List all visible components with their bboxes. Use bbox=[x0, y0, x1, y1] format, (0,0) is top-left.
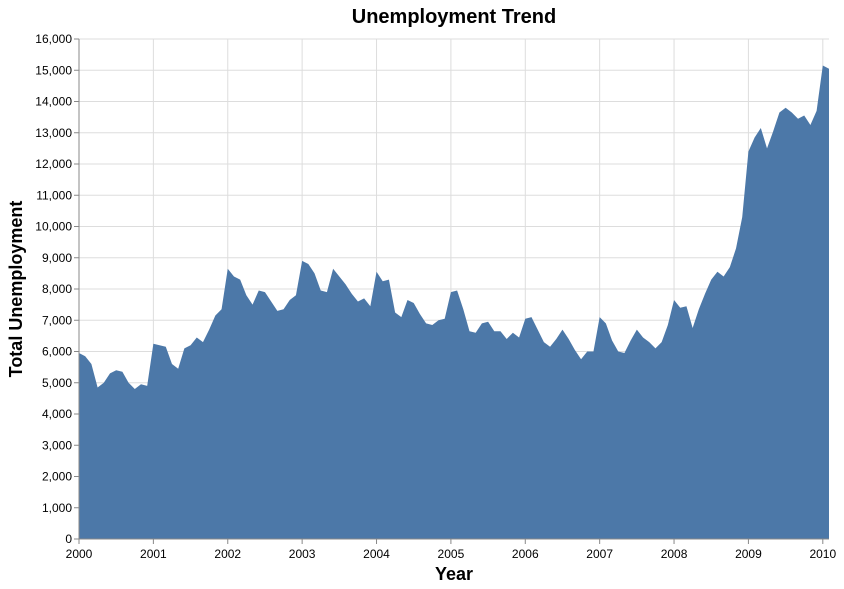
x-tick-label: 2002 bbox=[214, 547, 241, 561]
x-axis: 2000 2001 2002 2003 2004 2005 2006 2007 2008 2009… bbox=[66, 538, 836, 561]
x-tick-label: 2005 bbox=[438, 547, 465, 561]
y-tick-label: 9,000 bbox=[42, 251, 72, 265]
x-tick-label: 2007 bbox=[586, 547, 613, 561]
y-tick-label: 8,000 bbox=[42, 282, 72, 296]
y-axis: 0 1,000 2,000 3,000 4,000 5,000 6,000 7,000 8,00… bbox=[35, 32, 80, 546]
x-tick-label: 2009 bbox=[735, 547, 762, 561]
x-tick-label: 2004 bbox=[363, 547, 390, 561]
y-axis-title: Total Unemployment bbox=[6, 201, 26, 378]
x-tick-label: 2003 bbox=[289, 547, 316, 561]
y-tick-label: 13,000 bbox=[35, 126, 72, 140]
y-tick-label: 3,000 bbox=[42, 438, 72, 452]
y-tick-label: 5,000 bbox=[42, 376, 72, 390]
x-axis-title: Year bbox=[435, 564, 473, 584]
y-tick-label: 1,000 bbox=[42, 501, 72, 515]
x-tick-label: 2001 bbox=[140, 547, 167, 561]
x-tick-label: 2010 bbox=[809, 547, 836, 561]
x-tick-label: 2006 bbox=[512, 547, 539, 561]
y-tick-label: 6,000 bbox=[42, 345, 72, 359]
y-tick-label: 15,000 bbox=[35, 63, 72, 77]
y-tick-label: 2,000 bbox=[42, 470, 72, 484]
chart-title: Unemployment Trend bbox=[352, 6, 556, 28]
y-tick-label: 0 bbox=[65, 532, 72, 546]
y-tick-label: 14,000 bbox=[35, 95, 72, 109]
y-tick-label: 16,000 bbox=[35, 32, 72, 46]
y-tick-label: 12,000 bbox=[35, 157, 72, 171]
y-tick-label: 11,000 bbox=[36, 188, 72, 202]
y-tick-label: 4,000 bbox=[42, 407, 72, 421]
y-tick-label: 10,000 bbox=[35, 220, 72, 234]
y-tick-label: 7,000 bbox=[42, 313, 72, 327]
unemployment-area bbox=[79, 65, 829, 539]
x-tick-label: 2000 bbox=[66, 547, 93, 561]
x-tick-label: 2008 bbox=[661, 547, 688, 561]
